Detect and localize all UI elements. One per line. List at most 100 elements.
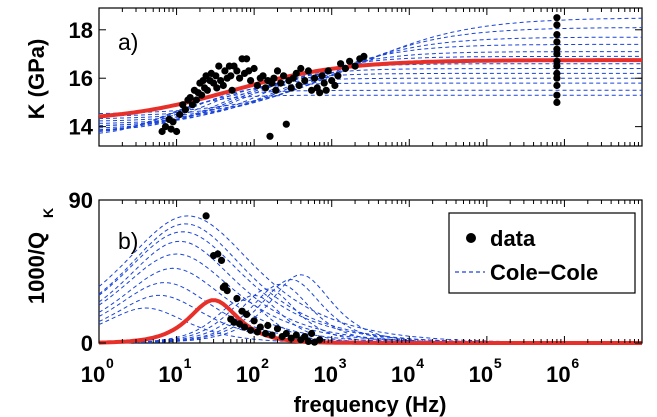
data-point-b-17 [256,323,264,331]
data-point-a-84 [553,38,561,46]
data-point-a-25 [213,84,221,92]
panel-b-label: b) [118,228,138,254]
data-point-b-12 [240,323,249,331]
data-point-a-83 [553,30,561,39]
legend-box [448,212,636,294]
data-point-a-73 [331,81,339,90]
cole-cole-curve-a-5 [98,55,642,127]
x-tick-exponent-5: 5 [494,355,502,371]
data-point-a-45 [259,72,267,80]
x-tick-label-4: 10 [391,362,415,387]
data-point-b-2 [214,250,222,258]
panel-b-y-axis-label: 1000/Q K [24,208,56,304]
data-point-a-20 [203,86,211,94]
y-tick-label-b-1: 90 [69,188,93,213]
data-point-a-93 [553,98,561,106]
data-point-a-86 [553,50,561,58]
panel-a-y-axis-label: K (GPa) [24,39,49,120]
data-point-b-19 [264,321,272,330]
data-point-a-39 [243,55,251,63]
cole-cole-curve-b-3 [98,240,642,344]
data-point-a-3 [167,125,175,133]
panel-a-data-points [158,14,561,140]
data-point-a-64 [308,86,316,94]
panel-a-label: a) [118,29,138,55]
panel-b-y-label-main: 1000/Q [24,232,49,304]
data-point-a-41 [247,77,255,85]
y-tick-label-b-0: 0 [81,331,93,356]
panel-b-data-points [202,212,324,346]
data-point-a-10 [186,94,194,102]
data-point-a-59 [292,69,300,77]
x-tick-label-0: 10 [81,362,105,387]
data-point-a-13 [192,96,200,104]
data-point-a-53 [277,79,285,87]
cole-cole-curve-b-7 [98,294,642,344]
cole-cole-curve-a-10 [98,82,642,132]
data-point-a-62 [301,77,309,85]
legend: data Cole−Cole [448,212,636,294]
best-fit-curve-b [98,298,642,345]
data-point-a-35 [233,67,241,75]
data-point-a-71 [324,67,332,75]
panel-b-y-label-subscript: K [40,208,56,218]
data-point-b-15 [250,317,258,325]
data-point-a-80 [360,52,368,61]
data-point-b-13 [243,310,251,318]
cole-cole-curve-a-11 [98,89,642,132]
data-point-a-11 [188,101,196,109]
x-tick-label-1: 10 [158,362,182,387]
data-point-a-91 [553,81,561,90]
data-point-a-1 [161,123,170,131]
cole-cole-curve-b-6 [98,282,642,344]
data-point-a-81 [553,14,561,22]
data-point-a-5 [173,127,181,136]
data-point-a-63 [304,67,312,75]
legend-data-marker [466,233,476,243]
data-point-b-20 [268,331,276,339]
data-point-a-40 [245,67,253,75]
y-tick-label-a-2: 18 [69,18,93,43]
data-point-a-76 [341,64,349,73]
panel-a-axes-box [98,7,643,147]
data-point-b-9 [233,294,241,303]
data-point-a-43 [253,81,261,90]
data-point-a-8 [181,106,189,114]
data-point-a-92 [553,91,561,99]
data-point-a-16 [198,91,206,99]
data-point-b-29 [308,329,316,338]
data-point-a-78 [351,62,359,70]
data-point-a-48 [266,132,274,140]
data-point-a-57 [287,84,295,92]
data-point-a-24 [212,72,220,80]
data-point-a-65 [310,74,319,82]
data-point-a-67 [316,89,324,97]
x-tick-exponent-4: 4 [416,355,424,371]
cole-cole-curve-a-4 [99,51,642,124]
y-tick-label-a-0: 14 [69,115,94,140]
data-point-a-28 [219,81,227,90]
data-point-a-60 [295,81,303,90]
data-point-a-54 [280,72,288,80]
legend-label-data: data [490,226,536,251]
cole-cole-curve-a-3 [99,43,642,122]
data-point-a-6 [176,110,184,119]
x-tick-exponent-2: 2 [261,355,269,371]
data-point-a-50 [270,74,278,82]
data-point-b-6 [223,287,231,295]
data-point-b-3 [217,256,226,264]
x-tick-label-2: 10 [236,362,260,387]
data-point-a-77 [346,57,354,65]
data-point-a-70 [322,86,330,94]
data-point-a-33 [228,86,236,94]
panel-a: 14 16 18 a) K (GPa) [24,7,643,147]
x-tick-exponent-3: 3 [339,355,347,371]
data-point-a-55 [282,120,290,128]
data-point-a-29 [221,67,229,75]
data-point-a-42 [250,64,258,73]
x-tick-exponent-6: 6 [571,355,579,371]
x-tick-label-5: 10 [469,362,493,387]
data-point-a-88 [553,62,561,70]
x-tick-exponent-0: 0 [106,355,114,371]
